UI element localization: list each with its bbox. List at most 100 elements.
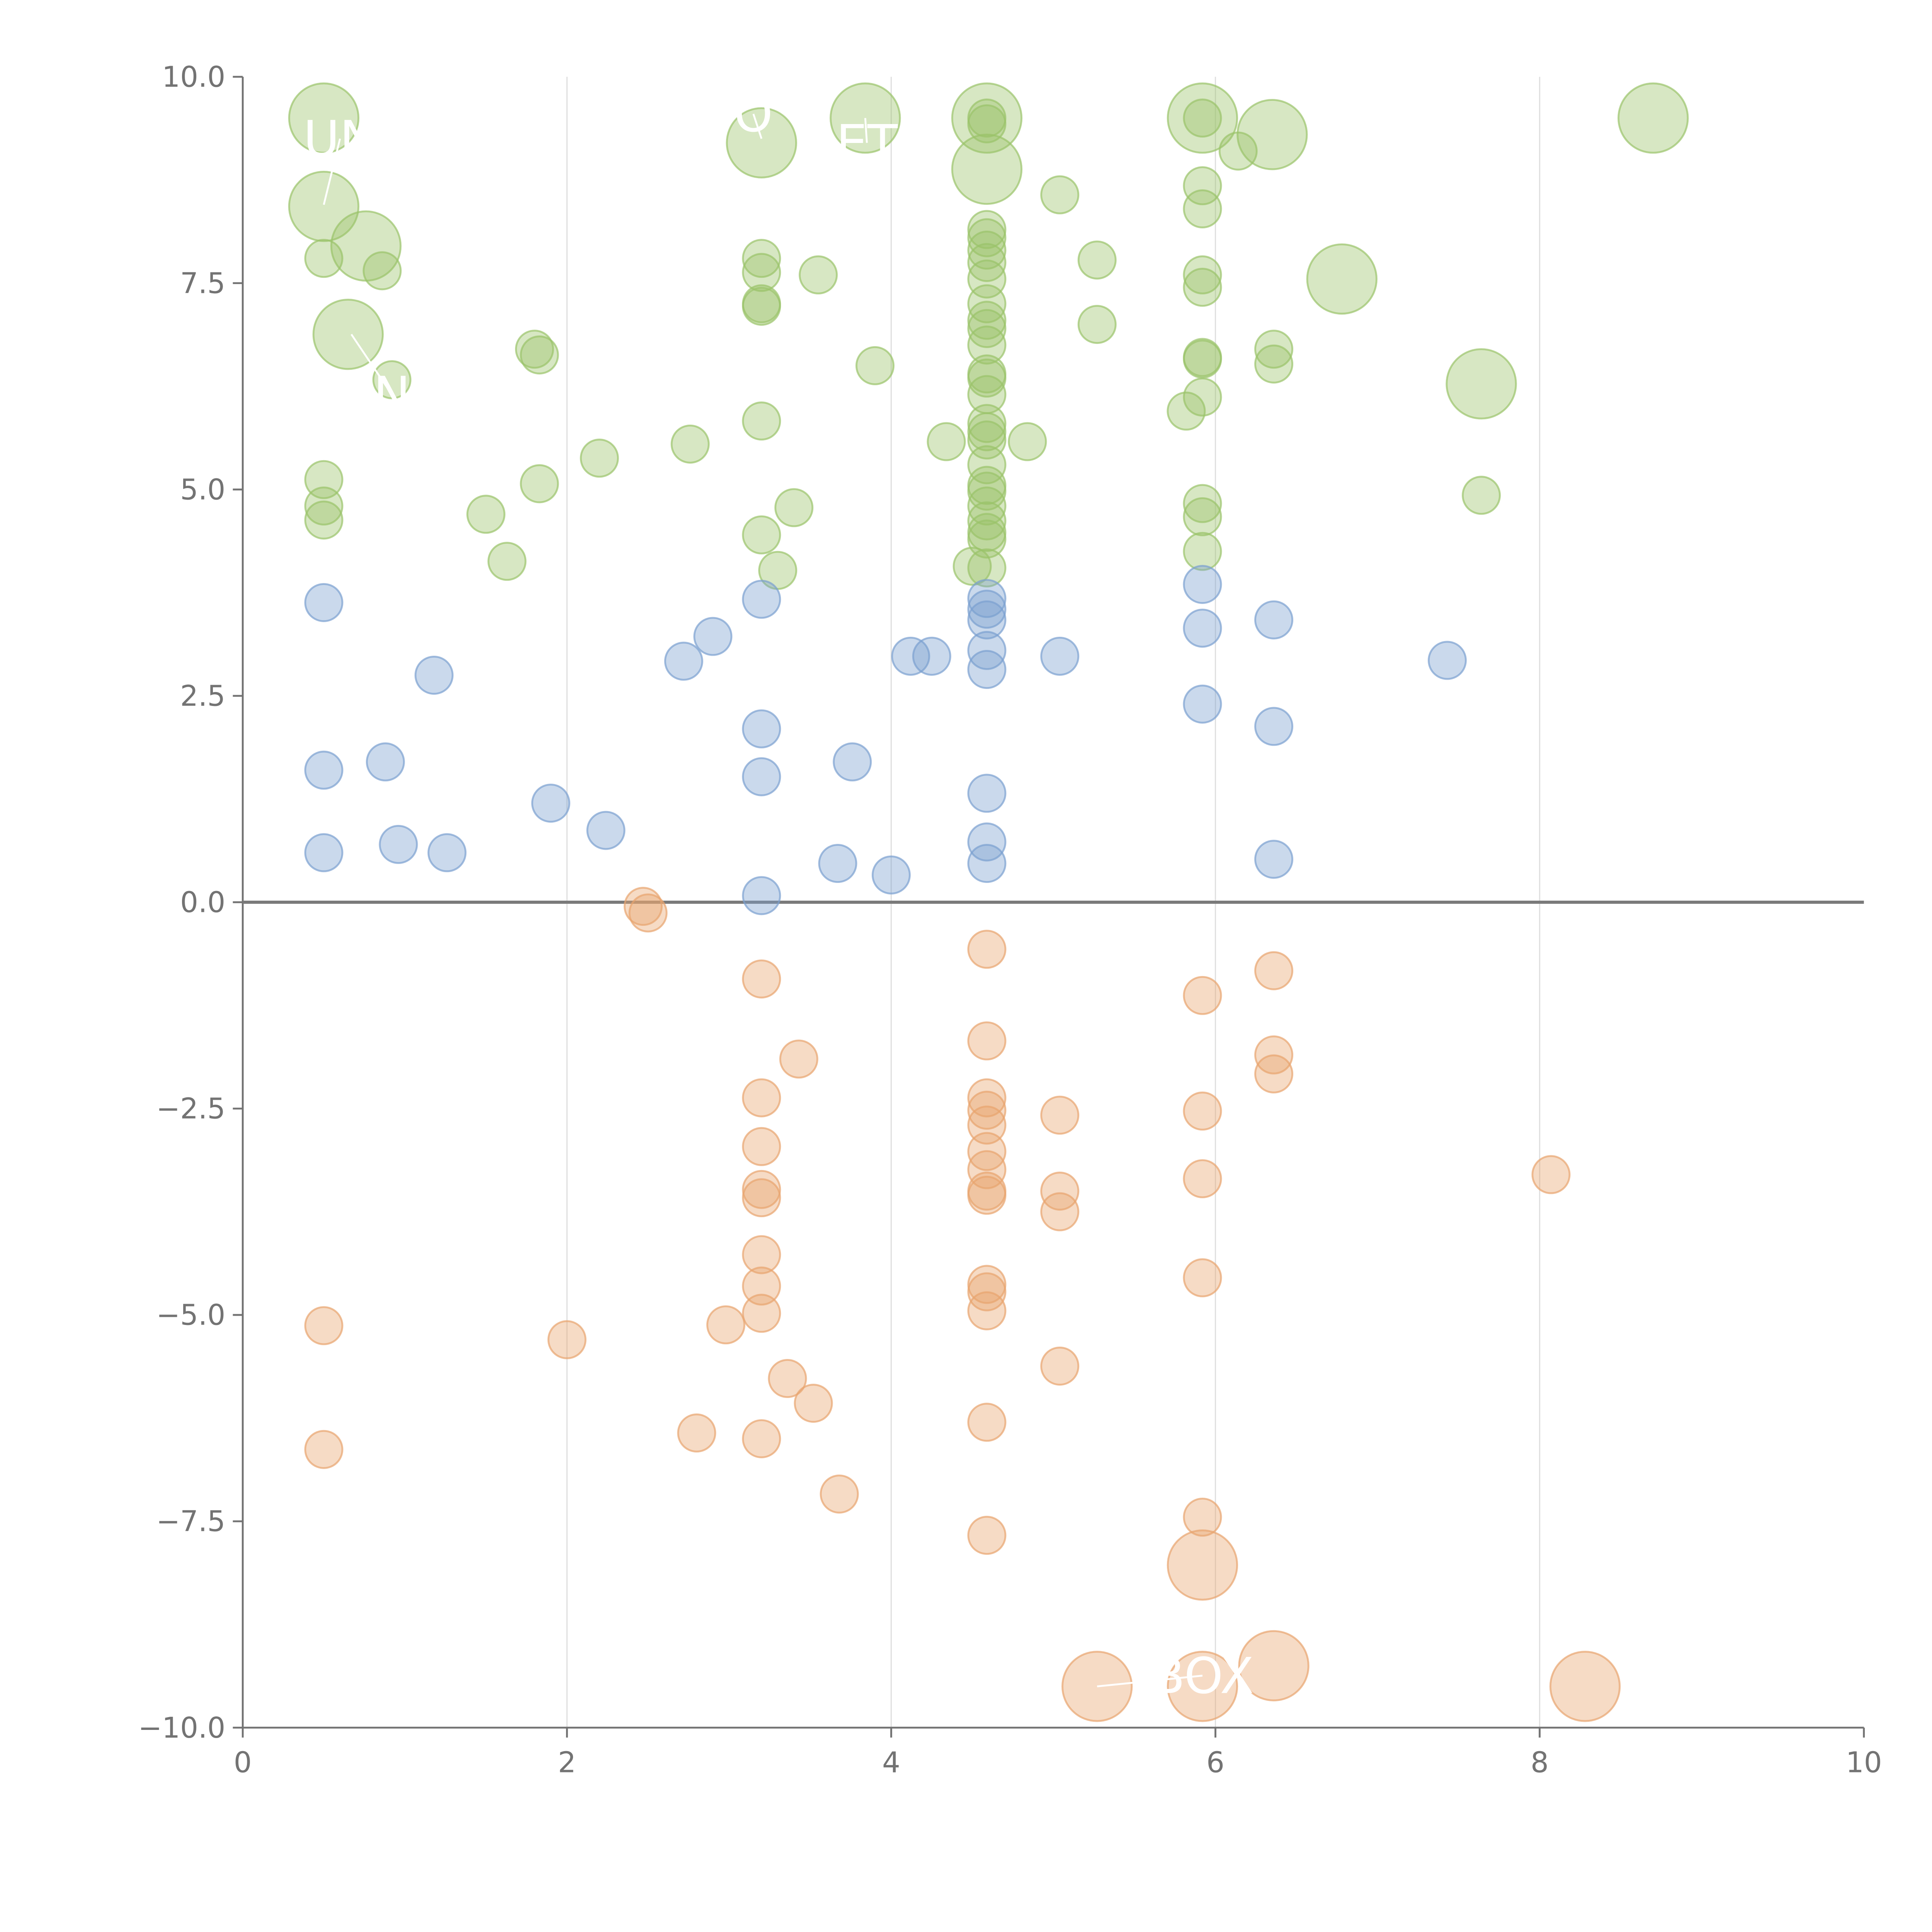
data-point-bottom bbox=[1040, 1192, 1080, 1231]
data-point-top bbox=[312, 299, 384, 370]
x-tick-label: 2 bbox=[558, 1747, 576, 1779]
data-point-middle bbox=[304, 833, 344, 872]
data-point-bottom bbox=[624, 887, 663, 926]
data-point-bottom bbox=[1183, 1091, 1222, 1131]
y-tick-label: 10.0 bbox=[162, 61, 225, 94]
data-point-middle bbox=[1254, 840, 1294, 879]
x-tick-label: 6 bbox=[1206, 1747, 1225, 1779]
data-point-top bbox=[952, 547, 992, 586]
data-point-middle bbox=[742, 580, 781, 619]
data-point-middle bbox=[967, 600, 1007, 639]
data-point-top bbox=[1183, 339, 1222, 379]
annotation-leader bbox=[350, 333, 393, 395]
data-point-top bbox=[372, 360, 412, 400]
data-point-bottom bbox=[967, 1090, 1007, 1130]
data-point-middle bbox=[871, 855, 911, 895]
data-point-top bbox=[1183, 255, 1222, 294]
annotation-label: UN bbox=[303, 111, 377, 168]
data-point-middle bbox=[967, 822, 1007, 862]
data-point-top bbox=[1236, 99, 1308, 170]
data-point-top bbox=[951, 82, 1023, 154]
data-point-top bbox=[1077, 240, 1117, 280]
data-point-top bbox=[1183, 532, 1222, 571]
data-point-top bbox=[742, 239, 781, 278]
data-point-middle bbox=[742, 876, 781, 915]
data-point-bottom bbox=[1183, 1159, 1222, 1199]
data-point-bottom bbox=[304, 1306, 344, 1345]
data-point-bottom bbox=[1531, 1155, 1571, 1194]
data-point-top bbox=[967, 104, 1007, 143]
data-point-top bbox=[288, 82, 360, 154]
data-point-bottom bbox=[1040, 1095, 1080, 1135]
data-point-bottom bbox=[1549, 1651, 1621, 1722]
data-point-bottom bbox=[1238, 1630, 1310, 1702]
data-point-bottom bbox=[1183, 976, 1222, 1015]
data-point-bottom bbox=[768, 1359, 807, 1398]
data-point-middle bbox=[1183, 684, 1222, 724]
data-point-top bbox=[742, 287, 781, 326]
data-point-middle bbox=[1040, 636, 1080, 676]
data-point-top bbox=[304, 239, 344, 278]
data-point-middle bbox=[664, 641, 703, 681]
data-point-bottom bbox=[742, 1127, 781, 1166]
data-point-top bbox=[742, 253, 781, 292]
data-point-middle bbox=[693, 617, 733, 656]
data-point-top bbox=[967, 230, 1007, 270]
data-point-bottom bbox=[1167, 1651, 1238, 1722]
data-point-middle bbox=[742, 709, 781, 748]
data-point-top bbox=[726, 107, 797, 179]
data-point-middle bbox=[967, 579, 1007, 618]
data-point-top bbox=[951, 133, 1023, 205]
annotation-layer: UN O ET N BOX bbox=[303, 86, 1254, 1705]
data-point-top bbox=[1183, 99, 1222, 138]
data-point-top bbox=[967, 309, 1007, 348]
data-point-middle bbox=[1254, 707, 1294, 746]
data-point-top bbox=[362, 251, 402, 291]
data-point-top bbox=[520, 335, 559, 375]
data-point-bottom bbox=[742, 1170, 781, 1209]
y-tick-label: −7.5 bbox=[156, 1505, 225, 1538]
y-tick-label: 7.5 bbox=[180, 267, 225, 300]
data-point-middle bbox=[304, 583, 344, 622]
data-point-bottom bbox=[304, 1430, 344, 1469]
data-point-bottom bbox=[967, 1078, 1007, 1117]
data-point-top bbox=[1077, 305, 1117, 344]
data-point-bottom bbox=[1183, 1258, 1222, 1298]
data-point-top bbox=[1183, 166, 1222, 206]
data-point-middle bbox=[414, 655, 454, 695]
data-point-bottom bbox=[1183, 1497, 1222, 1537]
data-point-bottom bbox=[967, 1291, 1007, 1330]
data-point-top bbox=[1462, 476, 1501, 515]
data-point-top bbox=[967, 404, 1007, 443]
data-point-top bbox=[1218, 131, 1258, 171]
data-point-middle bbox=[742, 757, 781, 796]
data-point-middle bbox=[967, 774, 1007, 813]
y-tick-label: −5.0 bbox=[156, 1299, 225, 1332]
data-point-bottom bbox=[742, 1294, 781, 1333]
data-point-top bbox=[855, 346, 895, 385]
data-point-middle bbox=[1427, 641, 1467, 680]
data-point-bottom bbox=[1040, 1347, 1080, 1386]
annotation-label: N bbox=[373, 366, 410, 424]
data-point-bottom bbox=[742, 1419, 781, 1458]
data-point-top bbox=[1446, 348, 1517, 420]
data-point-middle bbox=[833, 742, 872, 782]
data-point-top bbox=[1254, 330, 1294, 369]
data-point-top bbox=[304, 500, 344, 540]
data-point-top bbox=[799, 255, 838, 294]
x-tick-label: 0 bbox=[234, 1747, 252, 1779]
data-point-bottom bbox=[779, 1039, 818, 1079]
data-point-top bbox=[1183, 378, 1222, 417]
data-point-top bbox=[774, 488, 814, 527]
data-point-bottom bbox=[967, 930, 1007, 969]
data-point-top bbox=[520, 464, 559, 503]
data-point-middle bbox=[967, 650, 1007, 689]
data-point-top bbox=[927, 422, 966, 461]
y-tick-label: 0.0 bbox=[180, 886, 225, 919]
data-point-top bbox=[1617, 82, 1689, 154]
data-point-bottom bbox=[967, 1021, 1007, 1061]
data-point-bottom bbox=[967, 1175, 1007, 1215]
data-point-top bbox=[1040, 175, 1080, 214]
data-point-middle bbox=[967, 844, 1007, 883]
